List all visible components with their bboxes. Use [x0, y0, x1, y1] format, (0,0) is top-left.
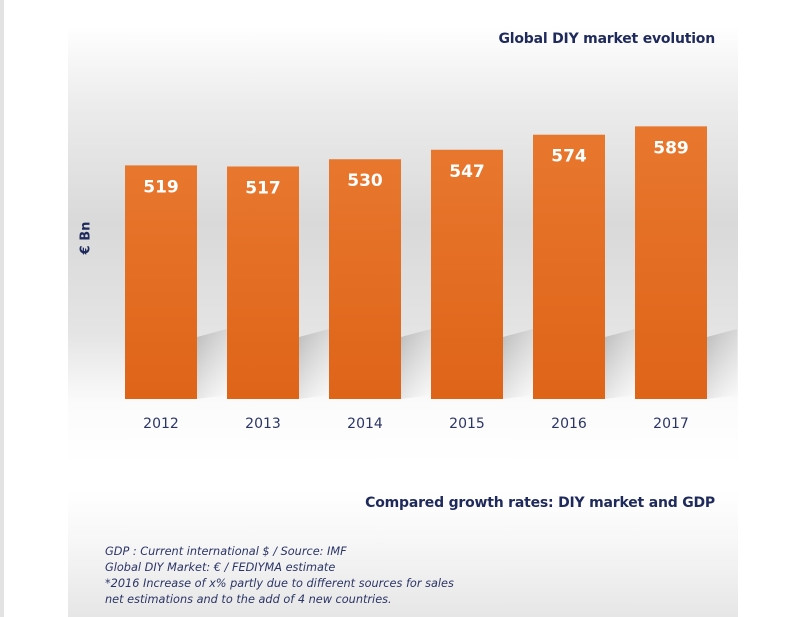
chart-title: Global DIY market evolution — [498, 31, 715, 47]
bar-2015 — [431, 149, 503, 399]
data-label-2012: 519 — [143, 177, 179, 197]
note-diy-source: Global DIY Market: € / FEDIYMA estimate — [105, 561, 336, 574]
bar-2014 — [329, 159, 401, 399]
x-tick-2016: 2016 — [551, 416, 587, 432]
data-label-2017: 589 — [653, 138, 689, 158]
footnotes: GDP : Current international $ / Source: … — [105, 544, 454, 608]
growth-panel — [68, 490, 738, 617]
bar-2012 — [125, 165, 197, 399]
bar-shadow — [401, 329, 431, 399]
bar-2013 — [227, 166, 299, 399]
section-title-growth: Compared growth rates: DIY market and GD… — [365, 495, 715, 511]
note-gdp-source: GDP : Current international $ / Source: … — [105, 545, 347, 558]
data-label-2015: 547 — [449, 162, 485, 182]
data-label-2016: 574 — [551, 147, 587, 167]
note-2016-increase: *2016 Increase of x% partly due to diffe… — [105, 577, 454, 590]
bar-2016 — [533, 134, 605, 399]
bar-2017 — [635, 126, 707, 399]
note-2016-increase-cont: net estimations and to the add of 4 new … — [105, 593, 392, 606]
bar-shadow — [197, 329, 227, 399]
x-tick-2017: 2017 — [653, 416, 689, 432]
left-edge-strip — [0, 0, 4, 617]
bar-labels: 519 517 530 547 574 589 — [143, 138, 689, 198]
bar-shadow — [707, 329, 737, 399]
data-label-2013: 517 — [245, 178, 281, 198]
x-tick-2013: 2013 — [245, 416, 281, 432]
x-tick-2015: 2015 — [449, 416, 485, 432]
bar-shadow — [503, 329, 533, 399]
x-tick-2012: 2012 — [143, 416, 179, 432]
x-tick-labels: 2012 2013 2014 2015 2016 2017 — [143, 416, 689, 432]
bar-shadows — [197, 329, 737, 399]
bar-shadow — [605, 329, 635, 399]
bar-shadow — [299, 329, 329, 399]
bars — [125, 126, 707, 399]
x-tick-2014: 2014 — [347, 416, 383, 432]
data-label-2014: 530 — [347, 171, 383, 191]
